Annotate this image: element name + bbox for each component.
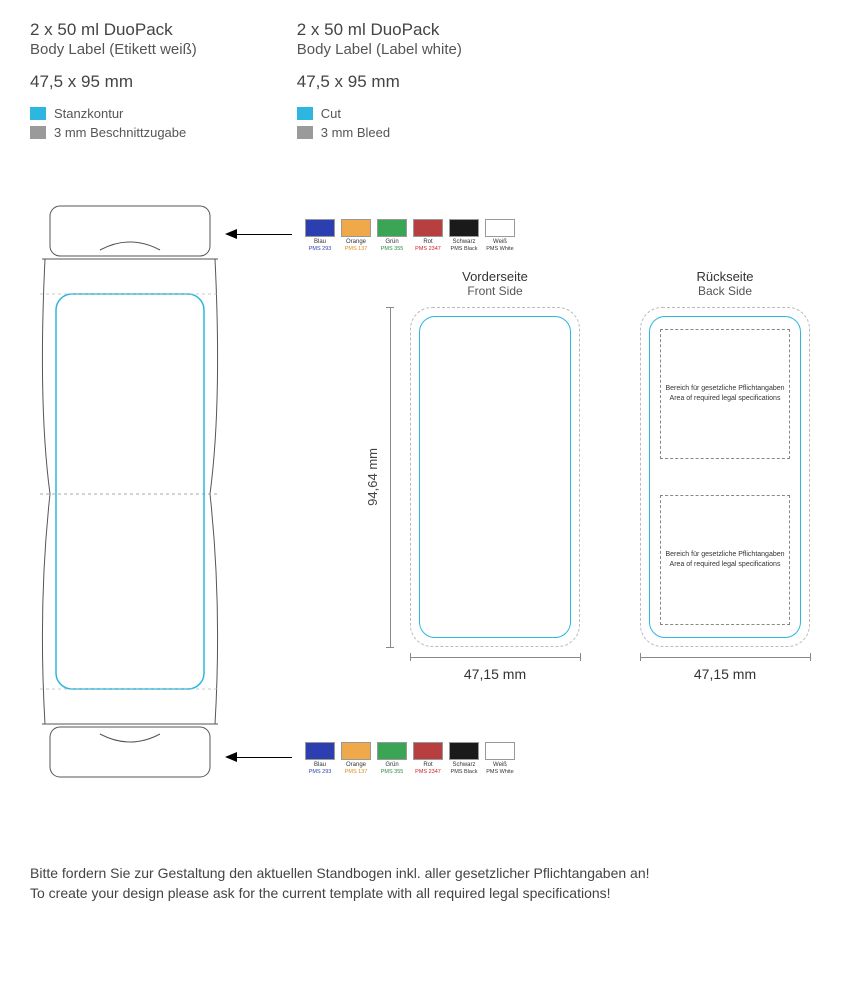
- legend-cut-en: Cut: [321, 106, 341, 121]
- color-swatch-strip-top: BlauPMS 293OrangePMS 137GrünPMS 355RotPM…: [305, 219, 515, 252]
- color-swatch-weiß: WeißPMS White: [485, 219, 515, 252]
- legend-bleed-de: 3 mm Beschnittzugabe: [54, 125, 186, 140]
- back-width-dimension: 47,15 mm: [640, 657, 810, 682]
- legal-box-top: Bereich für gesetzliche Pflichtangaben A…: [660, 329, 790, 459]
- color-swatch-weiß: WeißPMS White: [485, 742, 515, 775]
- back-de: Rückseite: [640, 269, 810, 284]
- color-swatch-orange: OrangePMS 137: [341, 219, 371, 252]
- dims-de: 47,5 x 95 mm: [30, 72, 197, 92]
- legal-de: Bereich für gesetzliche Pflichtangaben: [665, 384, 784, 394]
- legal-en: Area of required legal specifications: [670, 560, 781, 570]
- legend-bleed-en: 3 mm Bleed: [321, 125, 390, 140]
- front-width-value: 47,15 mm: [410, 666, 580, 682]
- color-swatch-grün: GrünPMS 355: [377, 219, 407, 252]
- height-value: 94,64 mm: [365, 448, 380, 506]
- legend-de: Stanzkontur 3 mm Beschnittzugabe: [30, 106, 197, 140]
- title-en: 2 x 50 ml DuoPack: [297, 20, 462, 40]
- legal-box-bottom: Bereich für gesetzliche Pflichtangaben A…: [660, 495, 790, 625]
- color-swatch-schwarz: SchwarzPMS Black: [449, 742, 479, 775]
- front-width-dimension: 47,15 mm: [410, 657, 580, 682]
- color-swatch-blau: BlauPMS 293: [305, 742, 335, 775]
- header-de: 2 x 50 ml DuoPack Body Label (Etikett we…: [30, 20, 197, 144]
- title-de: 2 x 50 ml DuoPack: [30, 20, 197, 40]
- front-de: Vorderseite: [410, 269, 580, 284]
- color-swatch-grün: GrünPMS 355: [377, 742, 407, 775]
- footer-de: Bitte fordern Sie zur Gestaltung den akt…: [30, 864, 827, 884]
- color-swatch-schwarz: SchwarzPMS Black: [449, 219, 479, 252]
- bleed-swatch: [297, 126, 313, 139]
- cut-swatch: [297, 107, 313, 120]
- back-title: Rückseite Back Side: [640, 269, 810, 298]
- arrow-top: [225, 229, 292, 239]
- footer-en: To create your design please ask for the…: [30, 884, 827, 904]
- diagram-area: BlauPMS 293OrangePMS 137GrünPMS 355RotPM…: [30, 174, 827, 834]
- color-swatch-orange: OrangePMS 137: [341, 742, 371, 775]
- height-dimension: 94,64 mm: [365, 307, 391, 647]
- arrow-bottom: [225, 752, 292, 762]
- back-en: Back Side: [640, 284, 810, 298]
- front-cut: [419, 316, 571, 638]
- bleed-swatch: [30, 126, 46, 139]
- front-en: Front Side: [410, 284, 580, 298]
- back-width-value: 47,15 mm: [640, 666, 810, 682]
- footer: Bitte fordern Sie zur Gestaltung den akt…: [30, 864, 827, 903]
- color-swatch-rot: RotPMS 2347: [413, 219, 443, 252]
- subtitle-de: Body Label (Etikett weiß): [30, 41, 197, 58]
- front-title: Vorderseite Front Side: [410, 269, 580, 298]
- front-label-panel: [410, 307, 580, 647]
- legend-cut-de: Stanzkontur: [54, 106, 123, 121]
- legal-de: Bereich für gesetzliche Pflichtangaben: [665, 550, 784, 560]
- header-en: 2 x 50 ml DuoPack Body Label (Label whit…: [297, 20, 462, 144]
- legal-en: Area of required legal specifications: [670, 394, 781, 404]
- color-swatch-blau: BlauPMS 293: [305, 219, 335, 252]
- cut-swatch: [30, 107, 46, 120]
- bottle-outline: [40, 204, 220, 779]
- legend-en: Cut 3 mm Bleed: [297, 106, 462, 140]
- color-swatch-rot: RotPMS 2347: [413, 742, 443, 775]
- subtitle-en: Body Label (Label white): [297, 41, 462, 58]
- dims-en: 47,5 x 95 mm: [297, 72, 462, 92]
- header-row: 2 x 50 ml DuoPack Body Label (Etikett we…: [30, 20, 827, 144]
- back-label-panel: Bereich für gesetzliche Pflichtangaben A…: [640, 307, 810, 647]
- color-swatch-strip-bottom: BlauPMS 293OrangePMS 137GrünPMS 355RotPM…: [305, 742, 515, 775]
